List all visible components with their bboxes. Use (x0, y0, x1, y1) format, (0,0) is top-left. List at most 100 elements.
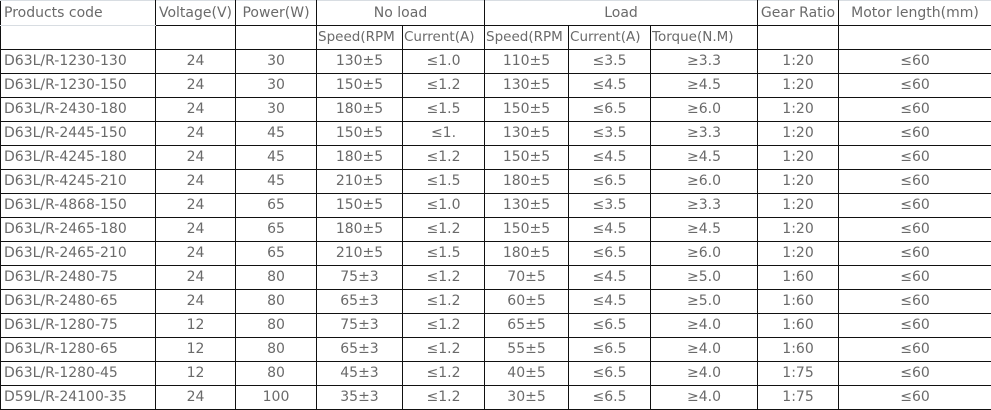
cell-motor-length: ≤60 (839, 146, 991, 170)
cell-motor-length: ≤60 (839, 362, 991, 386)
cell-load-current: ≤6.5 (569, 362, 651, 386)
cell-power: 30 (236, 50, 317, 74)
cell-power: 65 (236, 194, 317, 218)
cell-power: 30 (236, 98, 317, 122)
cell-power: 65 (236, 242, 317, 266)
header-products-code: Products code (1, 1, 156, 26)
cell-voltage: 24 (156, 146, 236, 170)
cell-no-load-current: ≤1.5 (403, 170, 485, 194)
cell-load-torque: ≥4.5 (651, 74, 758, 98)
cell-product-code: D63L/R-1230-130 (1, 50, 156, 74)
cell-gear-ratio: 1:20 (758, 122, 839, 146)
cell-motor-length: ≤60 (839, 74, 991, 98)
cell-no-load-current: ≤1.2 (403, 74, 485, 98)
cell-gear-ratio: 1:20 (758, 242, 839, 266)
cell-product-code: D63L/R-2465-180 (1, 218, 156, 242)
cell-load-speed: 30±5 (485, 386, 569, 410)
cell-load-speed: 60±5 (485, 290, 569, 314)
cell-load-torque: ≥6.0 (651, 170, 758, 194)
cell-motor-length: ≤60 (839, 314, 991, 338)
cell-no-load-current: ≤1.5 (403, 98, 485, 122)
cell-power: 45 (236, 170, 317, 194)
cell-gear-ratio: 1:20 (758, 146, 839, 170)
header-power: Power(W) (236, 1, 317, 26)
cell-no-load-speed: 150±5 (317, 74, 403, 98)
subheader-no-load-current: Current(A) (403, 26, 485, 50)
cell-load-speed: 180±5 (485, 242, 569, 266)
cell-motor-length: ≤60 (839, 122, 991, 146)
cell-no-load-speed: 180±5 (317, 146, 403, 170)
cell-no-load-speed: 75±3 (317, 266, 403, 290)
cell-no-load-current: ≤1.2 (403, 362, 485, 386)
cell-voltage: 24 (156, 242, 236, 266)
cell-power: 80 (236, 314, 317, 338)
cell-product-code: D63L/R-1280-65 (1, 338, 156, 362)
cell-motor-length: ≤60 (839, 386, 991, 410)
cell-motor-length: ≤60 (839, 338, 991, 362)
cell-no-load-current: ≤1.2 (403, 386, 485, 410)
cell-no-load-current: ≤1.2 (403, 146, 485, 170)
cell-voltage: 24 (156, 194, 236, 218)
cell-product-code: D63L/R-1280-75 (1, 314, 156, 338)
cell-power: 45 (236, 122, 317, 146)
cell-no-load-speed: 180±5 (317, 218, 403, 242)
subheader-load-torque: Torque(N.M) (651, 26, 758, 50)
cell-voltage: 12 (156, 338, 236, 362)
subheader-empty (839, 26, 991, 50)
cell-load-torque: ≥4.0 (651, 314, 758, 338)
cell-voltage: 24 (156, 98, 236, 122)
cell-no-load-current: ≤1.5 (403, 242, 485, 266)
cell-load-speed: 110±5 (485, 50, 569, 74)
cell-no-load-current: ≤1.0 (403, 50, 485, 74)
cell-load-current: ≤3.5 (569, 122, 651, 146)
cell-power: 65 (236, 218, 317, 242)
cell-motor-length: ≤60 (839, 218, 991, 242)
cell-product-code: D63L/R-2480-65 (1, 290, 156, 314)
cell-load-current: ≤4.5 (569, 218, 651, 242)
cell-load-torque: ≥3.3 (651, 122, 758, 146)
cell-voltage: 24 (156, 50, 236, 74)
header-load: Load (485, 1, 758, 26)
cell-motor-length: ≤60 (839, 194, 991, 218)
cell-power: 30 (236, 74, 317, 98)
cell-load-torque: ≥4.0 (651, 362, 758, 386)
subheader-empty (1, 26, 156, 50)
cell-power: 45 (236, 146, 317, 170)
cell-product-code: D63L/R-2465-210 (1, 242, 156, 266)
cell-no-load-current: ≤1.2 (403, 218, 485, 242)
cell-load-current: ≤4.5 (569, 266, 651, 290)
cell-gear-ratio: 1:60 (758, 290, 839, 314)
cell-no-load-speed: 210±5 (317, 242, 403, 266)
cell-gear-ratio: 1:20 (758, 194, 839, 218)
subheader-empty (236, 26, 317, 50)
cell-load-speed: 180±5 (485, 170, 569, 194)
cell-no-load-current: ≤1. (403, 122, 485, 146)
cell-product-code: D59L/R-24100-35 (1, 386, 156, 410)
cell-load-speed: 130±5 (485, 74, 569, 98)
cell-load-current: ≤6.5 (569, 98, 651, 122)
cell-load-speed: 65±5 (485, 314, 569, 338)
cell-gear-ratio: 1:60 (758, 338, 839, 362)
cell-power: 80 (236, 338, 317, 362)
cell-load-speed: 70±5 (485, 266, 569, 290)
cell-load-torque: ≥4.0 (651, 338, 758, 362)
subheader-empty (156, 26, 236, 50)
cell-product-code: D63L/R-4245-180 (1, 146, 156, 170)
cell-load-current: ≤6.5 (569, 314, 651, 338)
cell-gear-ratio: 1:20 (758, 50, 839, 74)
cell-load-current: ≤6.5 (569, 170, 651, 194)
cell-motor-length: ≤60 (839, 170, 991, 194)
cell-load-speed: 130±5 (485, 122, 569, 146)
cell-voltage: 24 (156, 218, 236, 242)
cell-load-speed: 55±5 (485, 338, 569, 362)
cell-voltage: 12 (156, 314, 236, 338)
header-row: Products code Voltage(V) Power(W) No loa… (1, 1, 991, 26)
cell-no-load-current: ≤1.2 (403, 290, 485, 314)
